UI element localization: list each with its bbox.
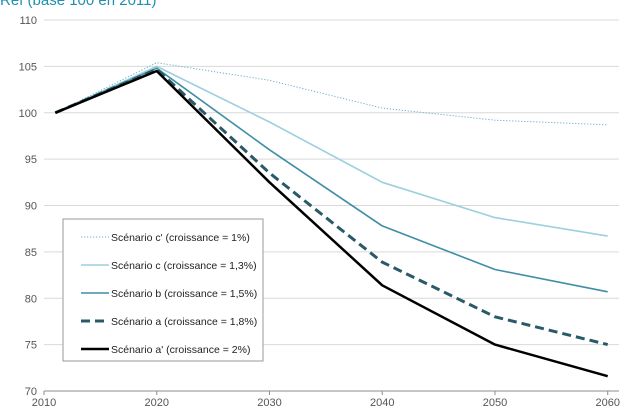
x-tick-label: 2030 — [257, 397, 281, 409]
y-tick-label: 85 — [25, 247, 37, 259]
y-tick-label: 110 — [19, 15, 37, 27]
series-line — [54, 65, 608, 237]
y-tick-label: 105 — [19, 61, 37, 73]
series-group — [54, 62, 609, 378]
y-tick-label: 95 — [25, 154, 37, 166]
series-line — [54, 67, 609, 347]
x-tick-label: 2060 — [595, 397, 619, 409]
y-tick-label: 80 — [25, 293, 37, 305]
x-tick-label: 2010 — [32, 397, 56, 409]
y-tick-label: 100 — [19, 108, 37, 120]
series-line — [54, 69, 609, 378]
y-tick-label: 90 — [25, 201, 37, 213]
x-tick-label: 2050 — [483, 397, 507, 409]
y-tick-label: 75 — [25, 340, 37, 352]
x-tick-label: 2040 — [370, 397, 394, 409]
y-tick-label: 70 — [25, 386, 37, 398]
legend-box — [62, 218, 264, 362]
legend-label: Scénario c' (croissance = 1%) — [111, 232, 250, 244]
series-line — [55, 62, 608, 126]
legend-label: Scénario c (croissance = 1,3%) — [111, 260, 257, 272]
legend-label: Scénario a' (croissance = 2%) — [111, 344, 250, 356]
chart-title: Ref (base 100 en 2011) — [0, 0, 157, 9]
legend-label: Scénario a (croissance = 1,8%) — [111, 316, 257, 328]
axes: 70 75 80 85 90 95 100 105 110 2010 2020 2030 2040 205… — [19, 15, 620, 409]
x-tick-label: 2020 — [145, 397, 169, 409]
legend: Scénario c' (croissance = 1%) Scénario c … — [62, 218, 264, 362]
legend-label: Scénario b (croissance = 1,5%) — [111, 288, 257, 300]
